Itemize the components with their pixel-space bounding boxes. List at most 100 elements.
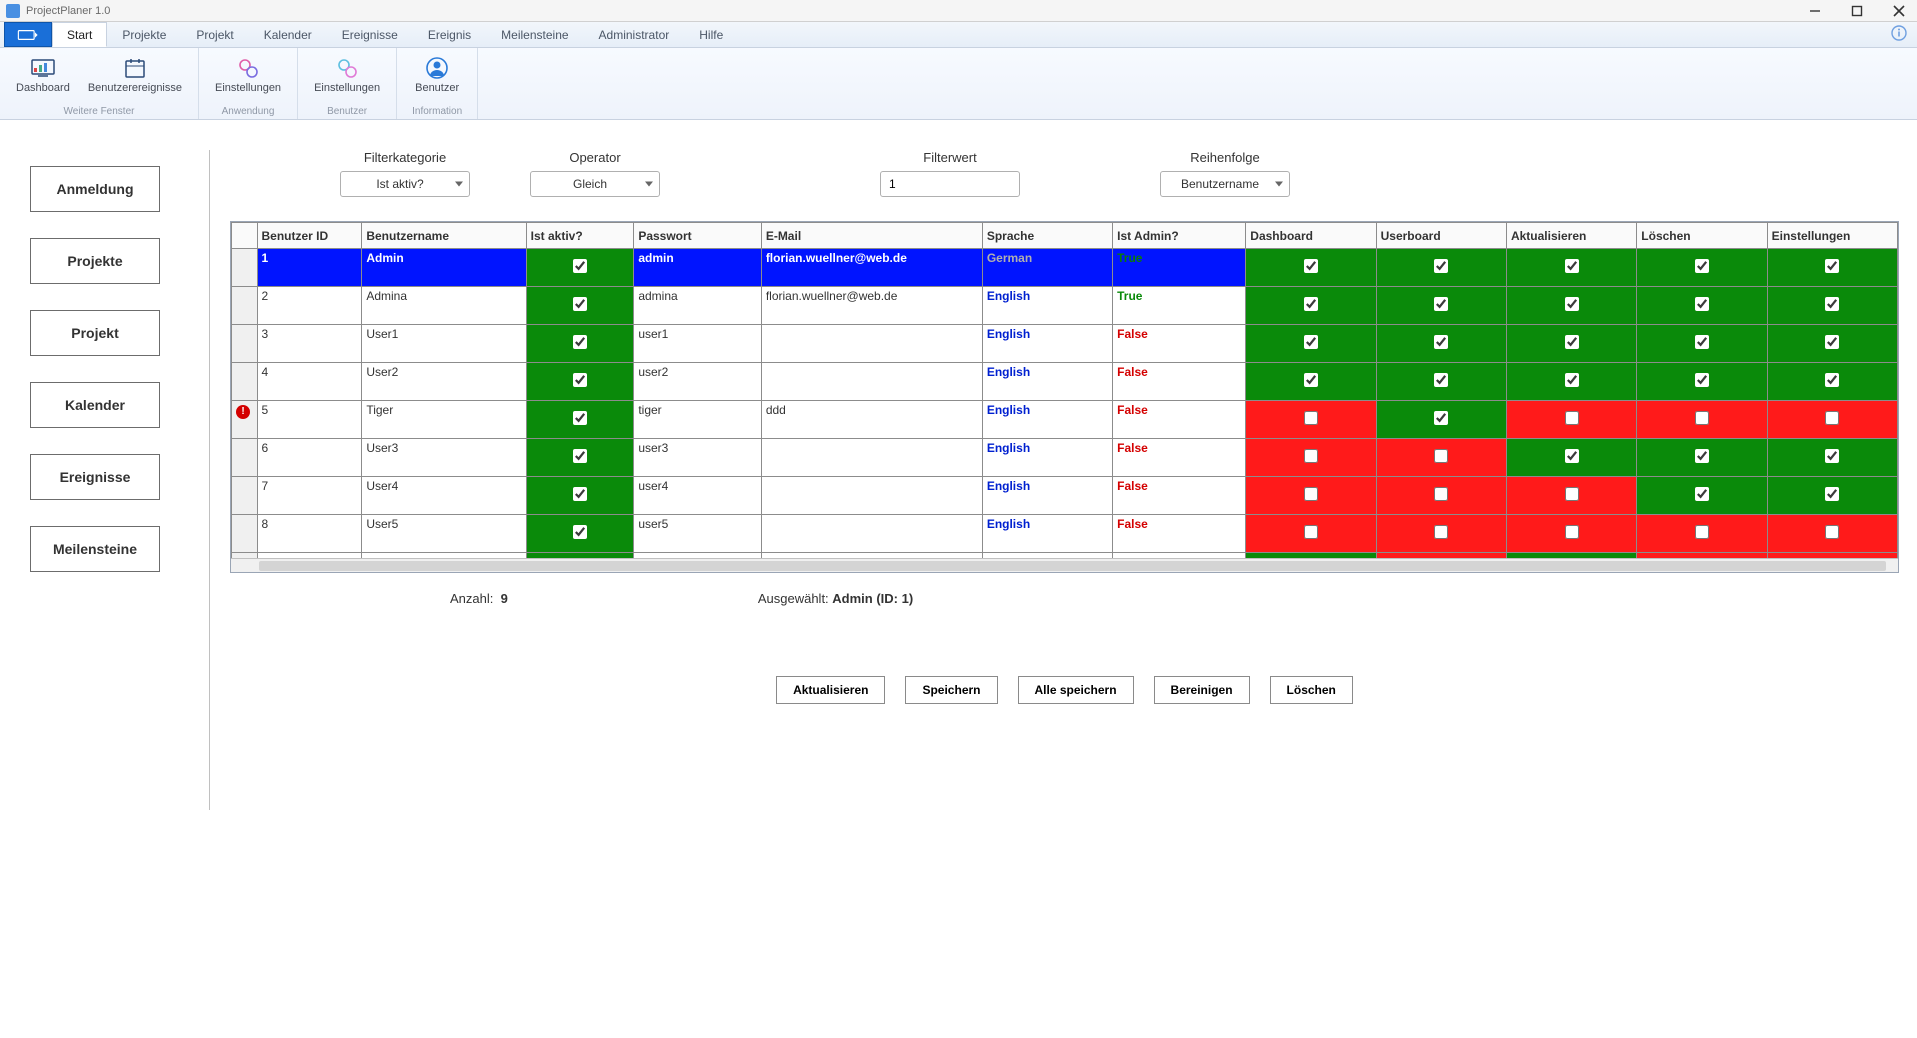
permission-checkbox[interactable] <box>1825 373 1839 387</box>
column-header[interactable]: Userboard <box>1376 223 1506 249</box>
menu-tab-ereignis[interactable]: Ereignis <box>413 22 486 47</box>
row-header[interactable]: ! <box>232 401 258 439</box>
permission-checkbox[interactable] <box>1565 297 1579 311</box>
maximize-button[interactable] <box>1845 2 1869 20</box>
ribbon-settings-user[interactable]: Einstellungen <box>308 52 386 96</box>
column-header[interactable]: Ist Admin? <box>1113 223 1246 249</box>
permission-checkbox[interactable] <box>1304 335 1318 349</box>
table-row[interactable]: 2Adminaadminaflorian.wuellner@web.deEngl… <box>232 287 1898 325</box>
filter-operator-select[interactable]: Gleich <box>530 171 660 197</box>
action-löschen[interactable]: Löschen <box>1270 676 1353 704</box>
menu-tab-meilensteine[interactable]: Meilensteine <box>486 22 583 47</box>
ribbon-user-events[interactable]: Benutzerereignisse <box>82 52 188 96</box>
column-header[interactable]: Sprache <box>982 223 1112 249</box>
column-header[interactable]: Passwort <box>634 223 762 249</box>
table-row[interactable]: 8User5user5EnglishFalse <box>232 515 1898 553</box>
permission-checkbox[interactable] <box>1695 259 1709 273</box>
table-row[interactable]: 4User2user2EnglishFalse <box>232 363 1898 401</box>
permission-checkbox[interactable] <box>1434 449 1448 463</box>
active-checkbox[interactable] <box>573 487 587 501</box>
permission-checkbox[interactable] <box>1434 525 1448 539</box>
row-header[interactable] <box>232 287 258 325</box>
menu-tab-projekte[interactable]: Projekte <box>107 22 181 47</box>
close-button[interactable] <box>1887 2 1911 20</box>
permission-checkbox[interactable] <box>1825 449 1839 463</box>
permission-checkbox[interactable] <box>1434 335 1448 349</box>
table-row[interactable]: !5TigertigerdddEnglishFalse <box>232 401 1898 439</box>
action-bereinigen[interactable]: Bereinigen <box>1154 676 1250 704</box>
permission-checkbox[interactable] <box>1565 335 1579 349</box>
sidebar-item-ereignisse[interactable]: Ereignisse <box>30 454 160 500</box>
permission-checkbox[interactable] <box>1434 297 1448 311</box>
minimize-button[interactable] <box>1803 2 1827 20</box>
permission-checkbox[interactable] <box>1304 487 1318 501</box>
sidebar-item-meilensteine[interactable]: Meilensteine <box>30 526 160 572</box>
row-header[interactable] <box>232 249 258 287</box>
horizontal-scrollbar[interactable] <box>231 558 1898 572</box>
permission-checkbox[interactable] <box>1565 487 1579 501</box>
table-row[interactable]: 7User4user4EnglishFalse <box>232 477 1898 515</box>
active-checkbox[interactable] <box>573 411 587 425</box>
permission-checkbox[interactable] <box>1695 525 1709 539</box>
ribbon-settings-app[interactable]: Einstellungen <box>209 52 287 96</box>
permission-checkbox[interactable] <box>1825 259 1839 273</box>
column-header[interactable]: Ist aktiv? <box>526 223 634 249</box>
permission-checkbox[interactable] <box>1825 297 1839 311</box>
permission-checkbox[interactable] <box>1695 297 1709 311</box>
permission-checkbox[interactable] <box>1695 449 1709 463</box>
menu-tab-start[interactable]: Start <box>52 22 107 47</box>
action-alle-speichern[interactable]: Alle speichern <box>1018 676 1134 704</box>
filter-order-select[interactable]: Benutzername <box>1160 171 1290 197</box>
permission-checkbox[interactable] <box>1695 335 1709 349</box>
menu-tab-administrator[interactable]: Administrator <box>584 22 685 47</box>
ribbon-dashboard[interactable]: Dashboard <box>10 52 76 96</box>
sidebar-item-projekt[interactable]: Projekt <box>30 310 160 356</box>
permission-checkbox[interactable] <box>1304 449 1318 463</box>
action-aktualisieren[interactable]: Aktualisieren <box>776 676 885 704</box>
filter-value-input[interactable] <box>880 171 1020 197</box>
permission-checkbox[interactable] <box>1565 259 1579 273</box>
permission-checkbox[interactable] <box>1434 259 1448 273</box>
column-header[interactable]: Benutzername <box>362 223 526 249</box>
permission-checkbox[interactable] <box>1434 411 1448 425</box>
column-header[interactable]: Dashboard <box>1246 223 1376 249</box>
permission-checkbox[interactable] <box>1565 525 1579 539</box>
permission-checkbox[interactable] <box>1695 411 1709 425</box>
permission-checkbox[interactable] <box>1304 297 1318 311</box>
menu-tab-hilfe[interactable]: Hilfe <box>684 22 738 47</box>
row-header[interactable] <box>232 439 258 477</box>
column-header[interactable]: Aktualisieren <box>1506 223 1636 249</box>
permission-checkbox[interactable] <box>1825 487 1839 501</box>
permission-checkbox[interactable] <box>1434 487 1448 501</box>
ribbon-user-info[interactable]: Benutzer <box>407 52 467 96</box>
table-row[interactable]: 1Adminadminflorian.wuellner@web.deGerman… <box>232 249 1898 287</box>
active-checkbox[interactable] <box>573 373 587 387</box>
menu-tab-ereignisse[interactable]: Ereignisse <box>327 22 413 47</box>
permission-checkbox[interactable] <box>1695 373 1709 387</box>
permission-checkbox[interactable] <box>1304 259 1318 273</box>
active-checkbox[interactable] <box>573 297 587 311</box>
sidebar-item-projekte[interactable]: Projekte <box>30 238 160 284</box>
active-checkbox[interactable] <box>573 335 587 349</box>
active-checkbox[interactable] <box>573 525 587 539</box>
permission-checkbox[interactable] <box>1825 525 1839 539</box>
permission-checkbox[interactable] <box>1825 411 1839 425</box>
column-header[interactable]: Benutzer ID <box>257 223 362 249</box>
menu-tab-projekt[interactable]: Projekt <box>181 22 248 47</box>
permission-checkbox[interactable] <box>1565 449 1579 463</box>
active-checkbox[interactable] <box>573 449 587 463</box>
permission-checkbox[interactable] <box>1825 335 1839 349</box>
sidebar-item-kalender[interactable]: Kalender <box>30 382 160 428</box>
table-row[interactable]: 3User1user1EnglishFalse <box>232 325 1898 363</box>
permission-checkbox[interactable] <box>1695 487 1709 501</box>
table-row[interactable]: 6User3user3EnglishFalse <box>232 439 1898 477</box>
row-header[interactable] <box>232 515 258 553</box>
file-menu-button[interactable] <box>4 22 52 47</box>
column-header[interactable]: Einstellungen <box>1767 223 1897 249</box>
action-speichern[interactable]: Speichern <box>905 676 997 704</box>
active-checkbox[interactable] <box>573 259 587 273</box>
row-header[interactable] <box>232 363 258 401</box>
sidebar-item-anmeldung[interactable]: Anmeldung <box>30 166 160 212</box>
menu-tab-kalender[interactable]: Kalender <box>249 22 327 47</box>
permission-checkbox[interactable] <box>1565 373 1579 387</box>
